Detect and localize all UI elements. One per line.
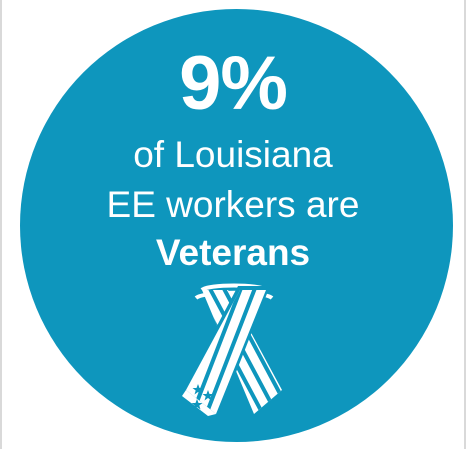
- right-border: [464, 0, 466, 449]
- stat-description-line1: of Louisiana: [133, 134, 333, 175]
- stat-value: 9%: [179, 41, 288, 126]
- left-border: [0, 0, 2, 449]
- stat-description-line2: EE workers are: [106, 184, 360, 225]
- veterans-ribbon-icon: [182, 283, 282, 416]
- stat-highlight: Veterans: [155, 232, 311, 273]
